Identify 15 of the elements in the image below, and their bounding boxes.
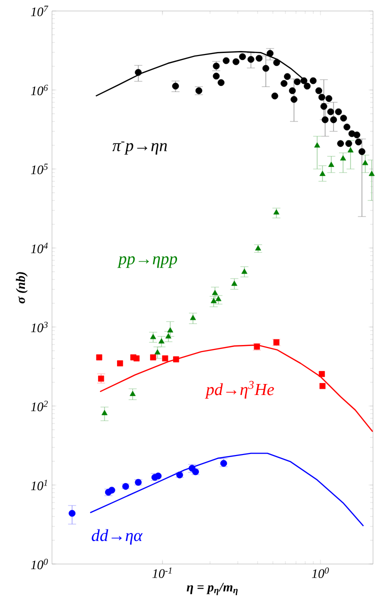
y-tick-label: 10$^{0}$ [30, 558, 48, 570]
x-tick-label: 10$^{-1}$ [152, 568, 172, 578]
y-tick-label: 10$^{7}$ [30, 6, 48, 16]
text: π$^{-}$p→ηn [112, 142, 167, 155]
y-tick-label: 10$^{1}$ [30, 480, 48, 490]
text: pp→ηpp [117, 256, 178, 268]
y-tick-label: 10$^{5}$ [30, 164, 48, 174]
y-axis-title: σ (nb) [16, 272, 28, 304]
series-label: pd→η$^{3}$He [204, 380, 274, 399]
y-tick-label: 10$^{4}$ [30, 242, 48, 254]
series-label: dd→ηα [92, 529, 143, 545]
y-tick-label: 10$^{2}$ [30, 400, 48, 412]
x-axis-title: η = p$_{η}$/m$_{η}$ [186, 582, 238, 596]
y-tick-label: 10$^{6}$ [30, 84, 48, 96]
y-tick-label: 10$^{3}$ [30, 322, 48, 332]
